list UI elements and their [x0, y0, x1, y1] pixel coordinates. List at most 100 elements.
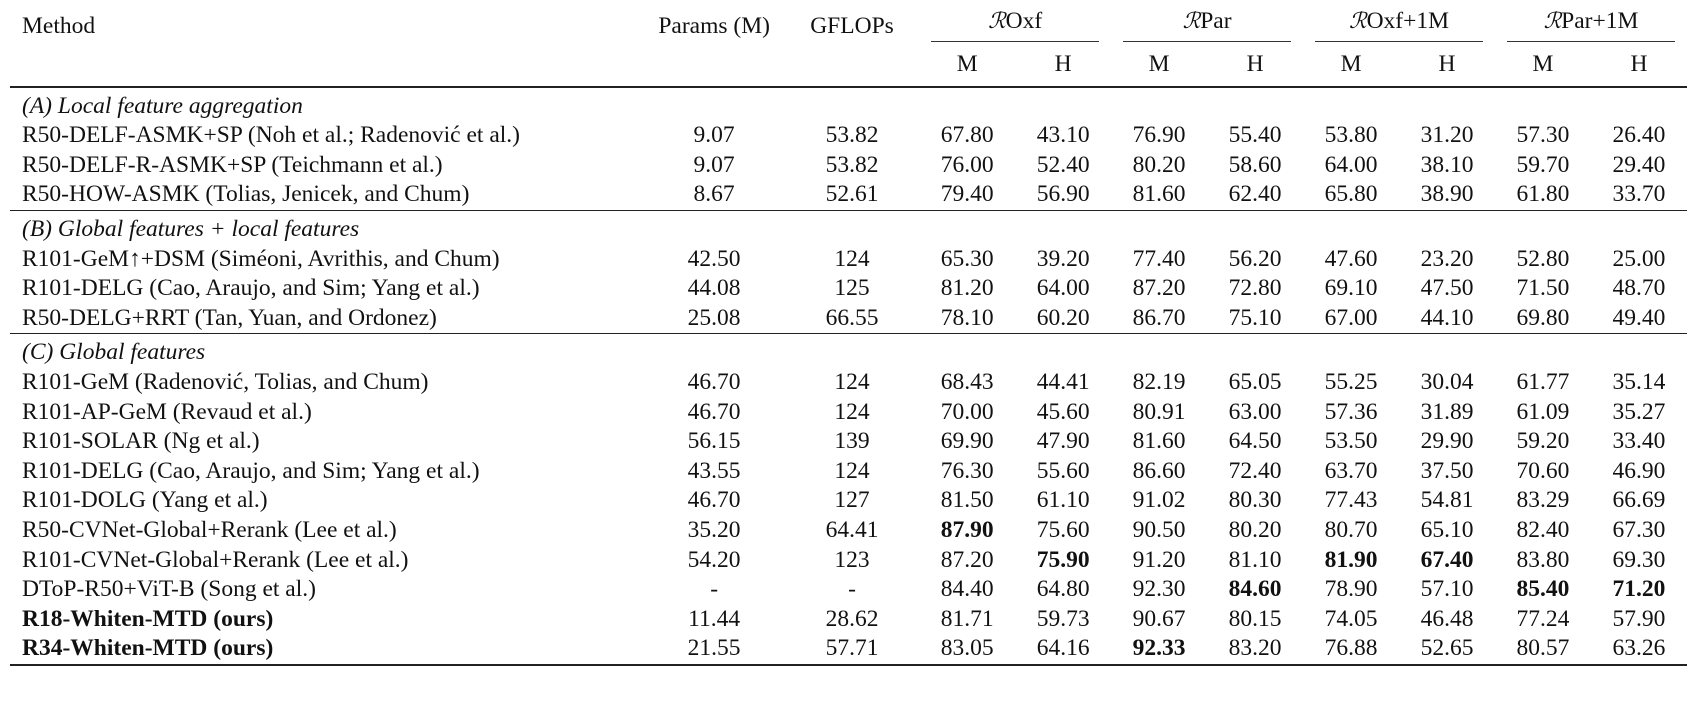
subcol-header: H	[1246, 51, 1264, 77]
metric-value: 74.05	[1324, 605, 1378, 632]
metric-value: 44.10	[1420, 304, 1474, 331]
metric-value: 48.70	[1612, 275, 1666, 302]
table-row: R101-CVNet-Global+Rerank (Lee et al.) 54.…	[10, 546, 1687, 576]
header-row-groups: Method Params (M) GFLOPs ℛOxf ℛPar ℛOxf+…	[10, 0, 1687, 50]
metric-value: 57.90	[1612, 605, 1666, 632]
metric-value: 52.65	[1399, 634, 1495, 666]
metric-value: 81.60	[1132, 428, 1186, 455]
metric-value: 55.40	[1228, 122, 1282, 149]
metric-value: 83.20	[1207, 634, 1304, 666]
metric-value: 80.70	[1324, 516, 1378, 543]
subcol-header: M	[956, 51, 978, 77]
metric-value: 80.20	[1228, 516, 1282, 543]
table-row: R34-Whiten-MTD (ours) 21.55 57.71 83.05 64.1…	[10, 634, 1687, 666]
metric-value: 56.90	[1036, 181, 1090, 208]
metric-value: 46.90	[1612, 457, 1666, 484]
script-r-symbol: ℛ	[988, 9, 1006, 35]
metric-value: 64.50	[1228, 428, 1282, 455]
table-row: R101-SOLAR (Ng et al.) 56.15 139 69.90 47.90…	[10, 427, 1687, 457]
method-name: DToP-R50+ViT-B (Song et al.)	[22, 576, 316, 603]
metric-value: 65.80	[1324, 181, 1378, 208]
metric-value: 25.00	[1612, 245, 1666, 272]
section-header-row: (C) Global features	[10, 333, 1687, 368]
metric-value: 70.00	[940, 398, 994, 425]
metric-value: 64.80	[1036, 576, 1090, 603]
metric-value: 83.29	[1516, 487, 1570, 514]
method-name: R101-CVNet-Global+Rerank (Lee et al.)	[22, 546, 409, 573]
metric-value: 86.70	[1132, 304, 1186, 331]
metric-value: 81.10	[1228, 546, 1282, 573]
metric-value: 87.90	[940, 516, 994, 543]
section-title: (C) Global features	[10, 333, 1687, 368]
params-value: 46.70	[687, 398, 741, 425]
metric-value: 33.70	[1612, 181, 1666, 208]
script-r-symbol: ℛ	[1349, 9, 1367, 35]
params-value: 9.07	[693, 122, 735, 149]
metric-value: 80.20	[1132, 151, 1186, 178]
metric-value: 84.40	[940, 576, 994, 603]
metric-value: 63.70	[1324, 457, 1378, 484]
gflops-value: 57.71	[784, 634, 920, 666]
method-name: R101-DOLG (Yang et al.)	[22, 487, 268, 514]
method-name: R50-HOW-ASMK (Tolias, Jenicek, and Chum)	[22, 181, 470, 208]
gflops-value: -	[848, 576, 856, 603]
table-row: R101-AP-GeM (Revaud et al.) 46.70 124 70.00…	[10, 398, 1687, 428]
gflops-value: 139	[834, 428, 870, 455]
group-underline	[931, 41, 1100, 42]
metric-value: 53.80	[1324, 122, 1378, 149]
table-row: R50-DELF-R-ASMK+SP (Teichmann et al.) 9.0…	[10, 151, 1687, 181]
comparison-table: Method Params (M) GFLOPs ℛOxf ℛPar ℛOxf+…	[10, 0, 1687, 666]
metric-value: 67.30	[1612, 516, 1666, 543]
metric-value: 64.00	[1036, 275, 1090, 302]
method-name: R101-DELG (Cao, Araujo, and Sim; Yang et…	[22, 457, 480, 484]
gflops-value: 53.82	[825, 122, 879, 149]
gflops-value: 124	[834, 398, 870, 425]
table-row: R101-DELG (Cao, Araujo, and Sim; Yang et…	[10, 457, 1687, 487]
metric-value: 91.20	[1132, 546, 1186, 573]
metric-value: 59.73	[1036, 605, 1090, 632]
metric-value: 66.69	[1612, 487, 1666, 514]
section-title: (B) Global features + local features	[10, 209, 1687, 245]
metric-value: 77.24	[1516, 605, 1570, 632]
metric-value: 60.20	[1036, 304, 1090, 331]
metric-value: 80.30	[1228, 487, 1282, 514]
metric-value: 80.91	[1132, 398, 1186, 425]
metric-value: 72.40	[1228, 457, 1282, 484]
metric-value: 69.10	[1324, 275, 1378, 302]
group-underline	[1123, 41, 1292, 42]
gflops-value: 124	[834, 368, 870, 395]
metric-value: 75.60	[1036, 516, 1090, 543]
params-value: 43.55	[687, 457, 741, 484]
metric-value: 63.00	[1228, 398, 1282, 425]
metric-value: 57.36	[1324, 398, 1378, 425]
method-name: R50-CVNet-Global+Rerank (Lee et al.)	[22, 516, 397, 543]
gflops-value: 52.61	[825, 181, 879, 208]
metric-value: 83.80	[1516, 546, 1570, 573]
metric-value: 61.80	[1516, 181, 1570, 208]
metric-value: 33.40	[1612, 428, 1666, 455]
metric-value: 70.60	[1516, 457, 1570, 484]
metric-value: 69.80	[1516, 304, 1570, 331]
metric-value: 61.10	[1036, 487, 1090, 514]
metric-value: 52.40	[1036, 151, 1090, 178]
metric-value: 87.20	[1132, 275, 1186, 302]
params-value: 25.08	[687, 304, 741, 331]
metric-value: 77.40	[1132, 245, 1186, 272]
script-r-symbol: ℛ	[1543, 9, 1562, 35]
group-underline	[1507, 41, 1675, 42]
metric-value: 81.90	[1324, 546, 1378, 573]
params-value: 35.20	[687, 516, 741, 543]
metric-value: 59.20	[1516, 428, 1570, 455]
params-value: 46.70	[687, 368, 741, 395]
metric-value: 64.16	[1015, 634, 1112, 666]
params-value: 8.67	[693, 181, 735, 208]
metric-value: 84.60	[1228, 576, 1282, 603]
table-row: R50-HOW-ASMK (Tolias, Jenicek, and Chum)…	[10, 180, 1687, 210]
metric-value: 79.40	[940, 181, 994, 208]
method-name: R101-GeM (Radenović, Tolias, and Chum)	[22, 368, 429, 395]
metric-value: 78.90	[1324, 576, 1378, 603]
metric-value: 81.50	[940, 487, 994, 514]
method-name: R50-DELF-ASMK+SP (Noh et al.; Radenović …	[22, 122, 520, 149]
metric-value: 31.20	[1420, 122, 1474, 149]
script-r-symbol: ℛ	[1182, 9, 1201, 35]
